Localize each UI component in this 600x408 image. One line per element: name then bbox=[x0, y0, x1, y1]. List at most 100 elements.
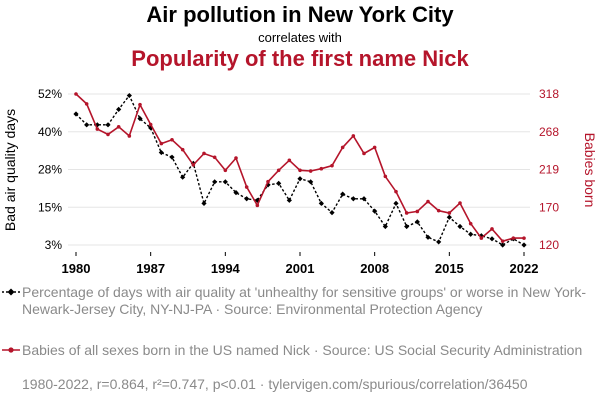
data-point-air-pollution bbox=[126, 92, 132, 99]
data-point-air-pollution bbox=[372, 208, 378, 214]
data-point-nick bbox=[266, 179, 270, 184]
chart-title-secondary: Popularity of the first name Nick bbox=[131, 46, 469, 71]
data-point-air-pollution bbox=[340, 191, 346, 197]
data-point-air-pollution bbox=[489, 236, 495, 242]
x-tick-label: 2015 bbox=[435, 261, 464, 276]
y-tick-right: 120 bbox=[539, 238, 559, 252]
data-point-nick bbox=[298, 168, 302, 173]
y-tick-left: 3% bbox=[45, 238, 63, 252]
data-point-air-pollution bbox=[222, 179, 228, 185]
legend-marker-black-diamond-icon bbox=[2, 288, 20, 296]
legend-text-nick: Babies of all sexes born in the US named… bbox=[22, 342, 583, 358]
data-point-air-pollution bbox=[244, 196, 250, 202]
data-point-air-pollution bbox=[276, 180, 282, 186]
data-point-nick bbox=[223, 168, 228, 173]
data-point-air-pollution bbox=[233, 190, 239, 196]
y-tick-left: 28% bbox=[38, 163, 62, 177]
y-tick-right: 219 bbox=[539, 163, 559, 177]
data-point-nick bbox=[244, 185, 249, 189]
data-point-air-pollution bbox=[308, 179, 314, 185]
data-point-air-pollution bbox=[201, 200, 207, 206]
y-tick-left: 52% bbox=[38, 87, 62, 101]
data-point-air-pollution bbox=[105, 122, 111, 128]
data-point-nick bbox=[212, 155, 217, 160]
data-point-air-pollution bbox=[137, 116, 143, 122]
y-tick-right: 170 bbox=[539, 200, 559, 214]
data-point-nick bbox=[458, 201, 462, 205]
data-point-air-pollution bbox=[457, 223, 463, 230]
data-point-nick bbox=[319, 166, 324, 171]
data-point-nick bbox=[362, 151, 366, 156]
data-point-nick bbox=[479, 236, 484, 240]
legend-entry-nick: Babies of all sexes born in the US named… bbox=[0, 342, 600, 359]
data-point-nick bbox=[287, 158, 292, 163]
data-point-nick bbox=[372, 145, 377, 150]
x-tick-label: 2001 bbox=[286, 261, 315, 276]
data-point-nick bbox=[330, 163, 334, 168]
data-point-nick bbox=[138, 102, 142, 107]
data-point-air-pollution bbox=[404, 223, 410, 230]
y-tick-right: 268 bbox=[539, 125, 559, 139]
data-point-air-pollution bbox=[468, 231, 474, 237]
y-axis-label-left: Bad air quality days bbox=[2, 109, 18, 231]
data-point-nick bbox=[202, 151, 206, 156]
data-point-air-pollution bbox=[84, 122, 90, 128]
data-point-air-pollution bbox=[361, 196, 367, 202]
data-point-nick bbox=[468, 221, 473, 226]
data-point-nick bbox=[84, 102, 89, 106]
data-point-air-pollution bbox=[318, 200, 324, 206]
data-point-nick bbox=[127, 134, 132, 138]
data-point-nick bbox=[340, 145, 345, 150]
data-point-nick bbox=[415, 209, 420, 214]
data-point-air-pollution bbox=[393, 200, 399, 206]
data-point-nick bbox=[394, 189, 398, 194]
y-tick-left: 40% bbox=[38, 125, 62, 139]
y-tick-left: 15% bbox=[38, 200, 62, 214]
data-point-air-pollution bbox=[436, 239, 442, 245]
data-point-air-pollution bbox=[521, 242, 527, 248]
data-point-air-pollution bbox=[212, 179, 218, 185]
data-point-nick bbox=[276, 168, 281, 173]
data-point-nick bbox=[383, 174, 388, 179]
data-point-nick bbox=[116, 124, 121, 129]
data-point-air-pollution bbox=[297, 176, 303, 182]
series-line-nick bbox=[75, 93, 524, 243]
data-point-nick bbox=[234, 156, 238, 160]
data-point-air-pollution bbox=[169, 154, 175, 160]
data-point-nick bbox=[436, 208, 441, 213]
data-point-air-pollution bbox=[329, 210, 335, 216]
chart-subtitle: correlates with bbox=[258, 30, 342, 45]
data-point-air-pollution bbox=[158, 149, 164, 156]
data-point-air-pollution bbox=[73, 111, 79, 117]
data-point-air-pollution bbox=[500, 242, 506, 248]
data-point-nick bbox=[159, 141, 164, 146]
data-point-nick bbox=[255, 203, 260, 208]
data-point-air-pollution bbox=[180, 174, 186, 180]
data-point-air-pollution bbox=[116, 106, 122, 113]
data-point-nick bbox=[180, 147, 185, 152]
legend-text-air-pollution: Percentage of days with air quality at '… bbox=[22, 284, 587, 317]
data-point-nick bbox=[106, 132, 110, 137]
data-point-air-pollution bbox=[286, 197, 292, 203]
data-point-nick bbox=[511, 236, 516, 240]
data-point-air-pollution bbox=[382, 223, 388, 230]
x-tick-label: 2008 bbox=[360, 261, 389, 276]
legend-entry-air-pollution: Percentage of days with air quality at '… bbox=[0, 284, 600, 318]
data-point-air-pollution bbox=[414, 219, 420, 225]
data-point-nick bbox=[148, 122, 153, 127]
series-nick bbox=[74, 92, 526, 243]
data-point-air-pollution bbox=[446, 214, 452, 220]
y-tick-right: 318 bbox=[539, 87, 559, 101]
data-point-nick bbox=[95, 127, 100, 131]
data-point-nick bbox=[351, 134, 356, 138]
data-point-nick bbox=[308, 169, 313, 173]
data-point-nick bbox=[191, 163, 196, 167]
chart-title: Air pollution in New York City bbox=[146, 2, 454, 27]
series-air-pollution bbox=[73, 92, 527, 248]
data-point-nick bbox=[500, 239, 505, 243]
data-point-nick bbox=[522, 236, 526, 240]
data-point-nick bbox=[447, 211, 452, 215]
data-point-nick bbox=[170, 137, 174, 142]
y-axis-label-right: Babies born bbox=[582, 133, 598, 208]
